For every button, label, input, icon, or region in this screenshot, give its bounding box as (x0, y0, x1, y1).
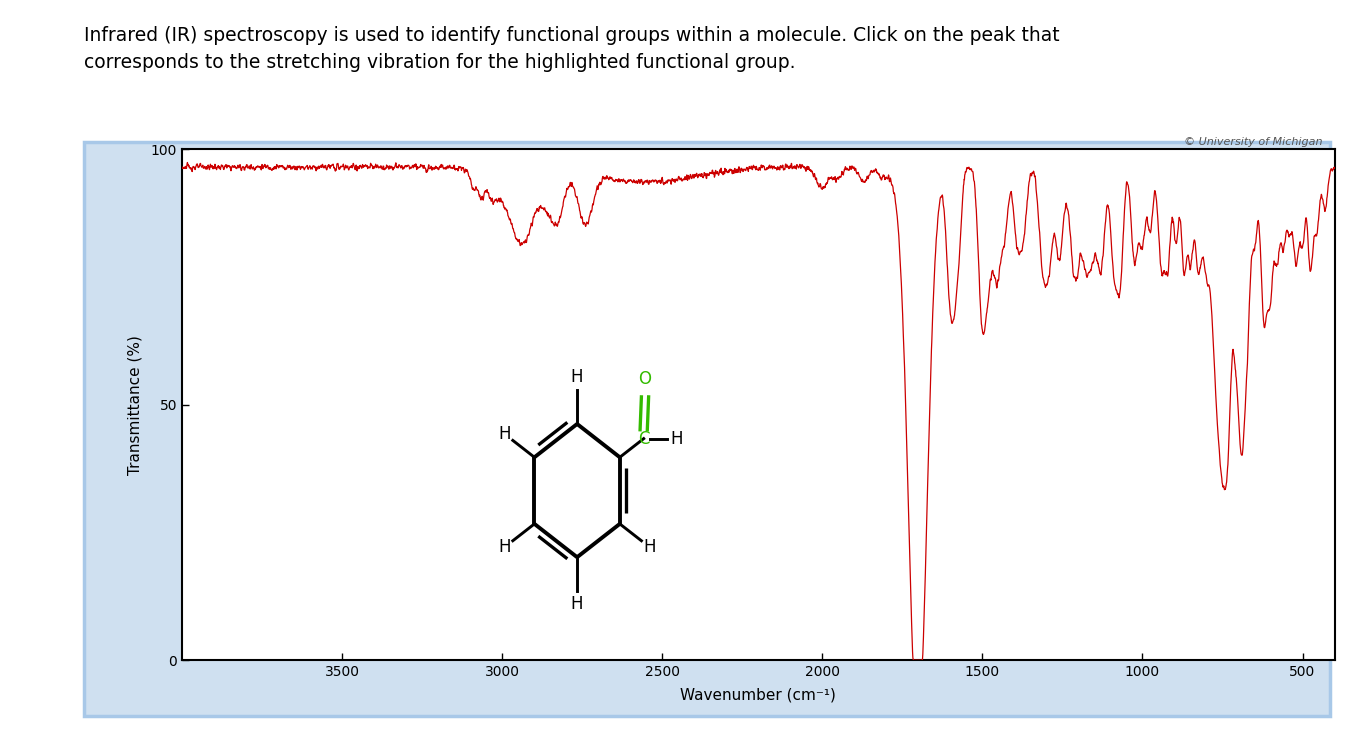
Text: © University of Michigan: © University of Michigan (1185, 137, 1322, 147)
X-axis label: Wavenumber (cm⁻¹): Wavenumber (cm⁻¹) (681, 687, 836, 703)
Text: C: C (638, 430, 650, 448)
Y-axis label: Transmittance (%): Transmittance (%) (128, 335, 143, 474)
Text: H: H (570, 595, 584, 613)
Text: H: H (497, 424, 511, 442)
Text: O: O (639, 370, 651, 388)
Text: Infrared (IR) spectroscopy is used to identify functional groups within a molecu: Infrared (IR) spectroscopy is used to id… (84, 26, 1060, 72)
Text: H: H (497, 539, 511, 557)
Text: H: H (670, 430, 683, 448)
Text: H: H (570, 368, 584, 386)
Text: H: H (644, 539, 656, 557)
